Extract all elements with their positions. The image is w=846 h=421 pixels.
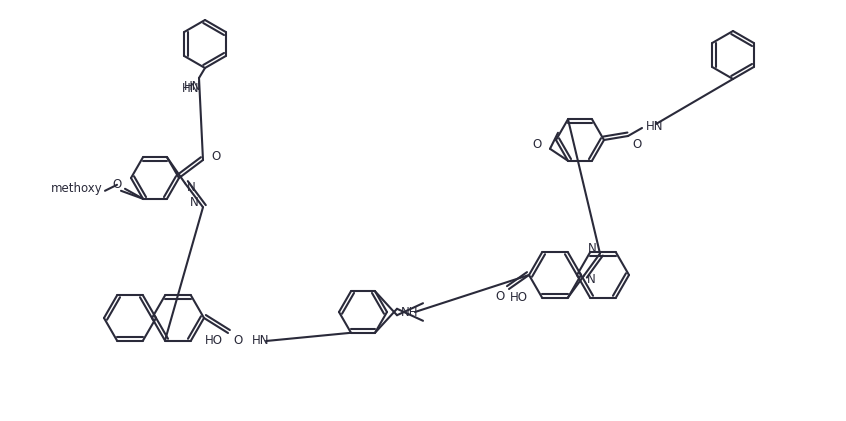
Text: N: N bbox=[588, 242, 597, 255]
Text: O: O bbox=[496, 290, 505, 304]
Text: N: N bbox=[190, 196, 199, 209]
Text: HN: HN bbox=[182, 82, 200, 94]
Text: O: O bbox=[533, 138, 542, 151]
Text: NH: NH bbox=[401, 306, 419, 319]
Text: O: O bbox=[632, 138, 641, 150]
Text: O: O bbox=[211, 149, 220, 163]
Text: O: O bbox=[233, 335, 242, 347]
Text: methoxy: methoxy bbox=[52, 182, 103, 195]
Text: N: N bbox=[187, 181, 195, 194]
Text: HN: HN bbox=[184, 80, 201, 93]
Text: N: N bbox=[587, 273, 596, 286]
Text: HN: HN bbox=[646, 120, 663, 133]
Text: HO: HO bbox=[205, 334, 223, 347]
Text: O: O bbox=[113, 178, 122, 191]
Text: HO: HO bbox=[510, 291, 528, 304]
Text: HN: HN bbox=[252, 335, 270, 347]
